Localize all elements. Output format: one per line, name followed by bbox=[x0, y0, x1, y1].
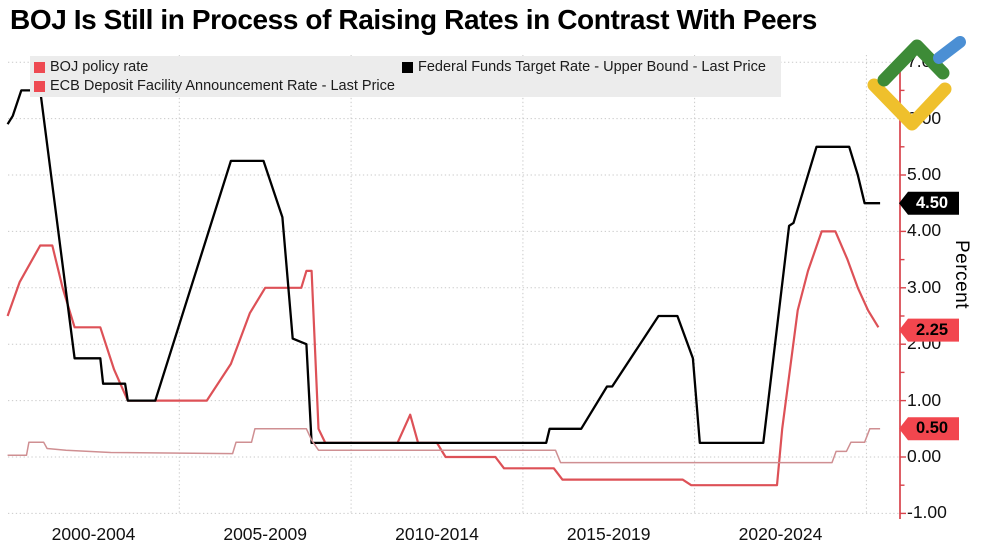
x-axis-tick-label: 2015-2019 bbox=[566, 524, 651, 544]
logo-yellow-check-icon bbox=[867, 78, 952, 131]
y-axis-tick-label: 0.00 bbox=[907, 446, 942, 466]
logo-blue-segment-icon bbox=[933, 36, 966, 64]
x-axis-tick-label: 2000-2004 bbox=[51, 524, 136, 544]
legend-item-label: Federal Funds Target Rate - Upper Bound … bbox=[418, 59, 766, 75]
legend-item-ecb: ECB Deposit Facility Announcement Rate -… bbox=[34, 78, 395, 94]
x-axis-tick-label: 2005-2009 bbox=[223, 524, 308, 544]
chart-title: BOJ Is Still in Process of Raising Rates… bbox=[10, 4, 817, 35]
fed-price-flag: 4.50 bbox=[899, 191, 959, 215]
ecb-price-flag: 2.25 bbox=[899, 318, 959, 342]
legend-item-fed: Federal Funds Target Rate - Upper Bound … bbox=[402, 59, 766, 75]
legend-item-label: ECB Deposit Facility Announcement Rate -… bbox=[50, 78, 395, 94]
legend: BOJ policy rate Federal Funds Target Rat… bbox=[30, 56, 781, 97]
legend-item-label: BOJ policy rate bbox=[50, 59, 149, 75]
logo-green-peak-icon bbox=[877, 39, 950, 87]
litefinance-logo bbox=[867, 36, 966, 131]
y-axis-tick-label: 3.00 bbox=[907, 276, 942, 297]
boj-price-flag: 0.50 bbox=[899, 417, 959, 441]
fed-funds-upper-line bbox=[6, 89, 881, 445]
y-axis-tick-label: 4.00 bbox=[907, 220, 942, 241]
fed-series-swatch-icon bbox=[402, 61, 413, 73]
boj-series-swatch-icon bbox=[34, 61, 45, 73]
y-axis-title: Percent bbox=[951, 240, 972, 309]
boj-policy-rate-line bbox=[7, 428, 881, 464]
y-axis-tick-label: 1.00 bbox=[907, 389, 942, 410]
ecb-deposit-rate-line bbox=[6, 230, 880, 487]
ecb-series-swatch-icon bbox=[34, 80, 45, 92]
x-axis-tick-label: 2010-2014 bbox=[395, 524, 479, 544]
x-axis-tick-label: 2020-2024 bbox=[738, 524, 823, 544]
legend-item-boj: BOJ policy rate bbox=[34, 59, 148, 75]
y-axis-tick-label: 5.00 bbox=[907, 164, 942, 184]
y-axis-tick-label: -1.00 bbox=[907, 502, 947, 523]
